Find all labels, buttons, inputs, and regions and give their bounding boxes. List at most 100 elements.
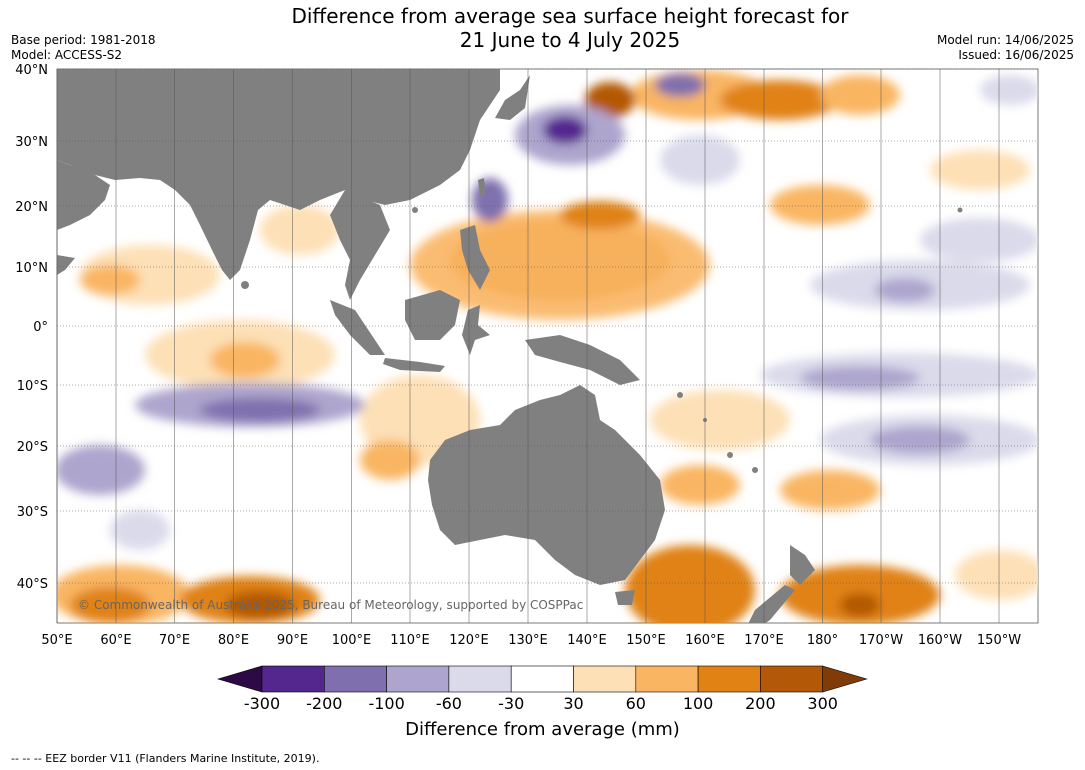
latitude-label: 10°N bbox=[15, 261, 48, 276]
eez-footer: -- -- -- EEZ border V11 (Flanders Marine… bbox=[11, 752, 320, 765]
longitude-label: 50°E bbox=[41, 633, 72, 648]
anomaly-patch bbox=[585, 82, 635, 118]
latitude-label: 10°S bbox=[17, 379, 48, 394]
anomaly-patch bbox=[80, 265, 140, 295]
model-run-text: Model run: 14/06/2025 bbox=[936, 33, 1074, 47]
colorbar-bin bbox=[635, 665, 699, 693]
longitude-label: 90°E bbox=[277, 633, 308, 648]
land-new-guinea bbox=[525, 335, 640, 385]
land-island bbox=[241, 281, 249, 289]
land-nz-south bbox=[748, 585, 795, 623]
land-japan bbox=[495, 75, 530, 120]
longitude-labels: 50°E 60°E 70°E 80°E 90°E 100°E 110°E 120°E 130°E… bbox=[41, 633, 1021, 648]
anomaly-patch bbox=[655, 73, 705, 97]
land-island bbox=[727, 452, 733, 458]
land-island bbox=[957, 207, 963, 213]
copyright-overlay: © Commonwealth of Australia 2025, Bureau… bbox=[78, 598, 583, 612]
colorbar-bin bbox=[323, 665, 387, 693]
latitude-labels: 40°N 30°N 20°N 10°N 0° 10°S 20°S 30°S 40°S bbox=[15, 63, 48, 592]
anomaly-patch bbox=[410, 210, 710, 320]
colorbar-tick-label: 30 bbox=[563, 694, 583, 713]
latitude-label: 20°N bbox=[15, 200, 48, 215]
colorbar-tick-label: -100 bbox=[368, 694, 404, 713]
base-period-text: Base period: 1981-2018 bbox=[11, 33, 156, 47]
land-island bbox=[752, 467, 758, 473]
land-indochina bbox=[330, 190, 390, 300]
anomaly-patch bbox=[210, 342, 280, 378]
land-asia bbox=[57, 69, 500, 280]
anomaly-patch bbox=[650, 390, 790, 450]
graticule bbox=[56, 68, 1038, 623]
anomaly-patch bbox=[472, 178, 508, 222]
land-tasmania bbox=[615, 590, 635, 605]
anomaly-patch bbox=[625, 545, 755, 623]
anomaly-patch bbox=[980, 75, 1038, 105]
anomaly-patch bbox=[110, 510, 170, 550]
anomaly-patch bbox=[840, 593, 880, 617]
title-line-2: 21 June to 4 July 2025 bbox=[459, 28, 681, 52]
colorbar-bin bbox=[573, 665, 637, 693]
colorbar-bin bbox=[448, 665, 512, 693]
latitude-label: 20°S bbox=[17, 440, 48, 455]
anomaly-patch bbox=[200, 398, 320, 422]
colorbar-under-arrow bbox=[216, 665, 263, 693]
longitude-label: 170°W bbox=[859, 633, 903, 648]
anomaly-patch bbox=[360, 440, 420, 480]
land-island bbox=[412, 207, 418, 213]
longitude-label: 180° bbox=[807, 633, 838, 648]
anomaly-patch bbox=[780, 470, 880, 510]
land-java bbox=[383, 358, 445, 372]
colorbar-tick-label: -300 bbox=[244, 694, 280, 713]
anomaly-patch bbox=[660, 465, 740, 505]
anomaly-patch bbox=[800, 366, 920, 390]
anomaly-patch bbox=[660, 135, 740, 185]
land-masses bbox=[57, 69, 963, 623]
anomaly-patch bbox=[260, 205, 340, 255]
colorbar: -300 -200 -100 -60 -30 30 60 100 200 300 bbox=[216, 665, 868, 713]
land-borneo bbox=[405, 290, 460, 340]
longitude-label: 150°W bbox=[977, 633, 1021, 648]
land-sumatra bbox=[330, 300, 385, 355]
latitude-label: 30°N bbox=[15, 135, 48, 150]
colorbar-tick-label: -60 bbox=[436, 694, 462, 713]
anomaly-patch bbox=[57, 445, 145, 495]
longitude-label: 160°W bbox=[918, 633, 962, 648]
anomaly-patch bbox=[543, 116, 587, 144]
colorbar-tick-label: -30 bbox=[498, 694, 524, 713]
anomaly-patch bbox=[770, 185, 870, 225]
anomaly-patch bbox=[70, 587, 150, 623]
colorbar-tick-label: -200 bbox=[306, 694, 342, 713]
anomaly-patch bbox=[930, 150, 1030, 190]
longitude-label: 80°E bbox=[218, 633, 249, 648]
anomaly-field bbox=[57, 70, 1038, 623]
colorbar-bin bbox=[261, 665, 325, 693]
land-australia bbox=[428, 385, 665, 585]
longitude-label: 60°E bbox=[100, 633, 131, 648]
land-island bbox=[677, 392, 683, 398]
metadata-right: Model run: 14/06/2025 Issued: 16/06/2025 bbox=[937, 33, 1074, 63]
colorbar-bin bbox=[697, 665, 761, 693]
colorbar-bin bbox=[386, 665, 450, 693]
colorbar-over-arrow bbox=[822, 665, 868, 693]
colorbar-tick-label: 100 bbox=[683, 694, 714, 713]
longitude-label: 150°E bbox=[626, 633, 666, 648]
anomaly-patch bbox=[870, 426, 970, 454]
anomaly-patch bbox=[560, 201, 640, 229]
longitude-label: 120°E bbox=[449, 633, 489, 648]
latitude-label: 40°S bbox=[17, 577, 48, 592]
title-line-1: Difference from average sea surface heig… bbox=[291, 4, 849, 28]
issued-text: Issued: 16/06/2025 bbox=[958, 48, 1074, 62]
copyright-text: © Commonwealth of Australia 2025, Bureau… bbox=[78, 598, 583, 612]
longitude-label: 70°E bbox=[159, 633, 190, 648]
longitude-label: 170°E bbox=[744, 633, 784, 648]
land-philippines bbox=[460, 225, 490, 290]
longitude-label: 100°E bbox=[332, 633, 372, 648]
longitude-label: 140°E bbox=[567, 633, 607, 648]
latitude-label: 30°S bbox=[17, 505, 48, 520]
anomaly-patch bbox=[920, 218, 1038, 262]
colorbar-label: Difference from average (mm) bbox=[405, 719, 680, 740]
colorbar-tick-label: 200 bbox=[745, 694, 776, 713]
land-africa-horn bbox=[57, 255, 75, 275]
colorbar-bin bbox=[760, 665, 824, 693]
colorbar-bin bbox=[510, 665, 574, 693]
